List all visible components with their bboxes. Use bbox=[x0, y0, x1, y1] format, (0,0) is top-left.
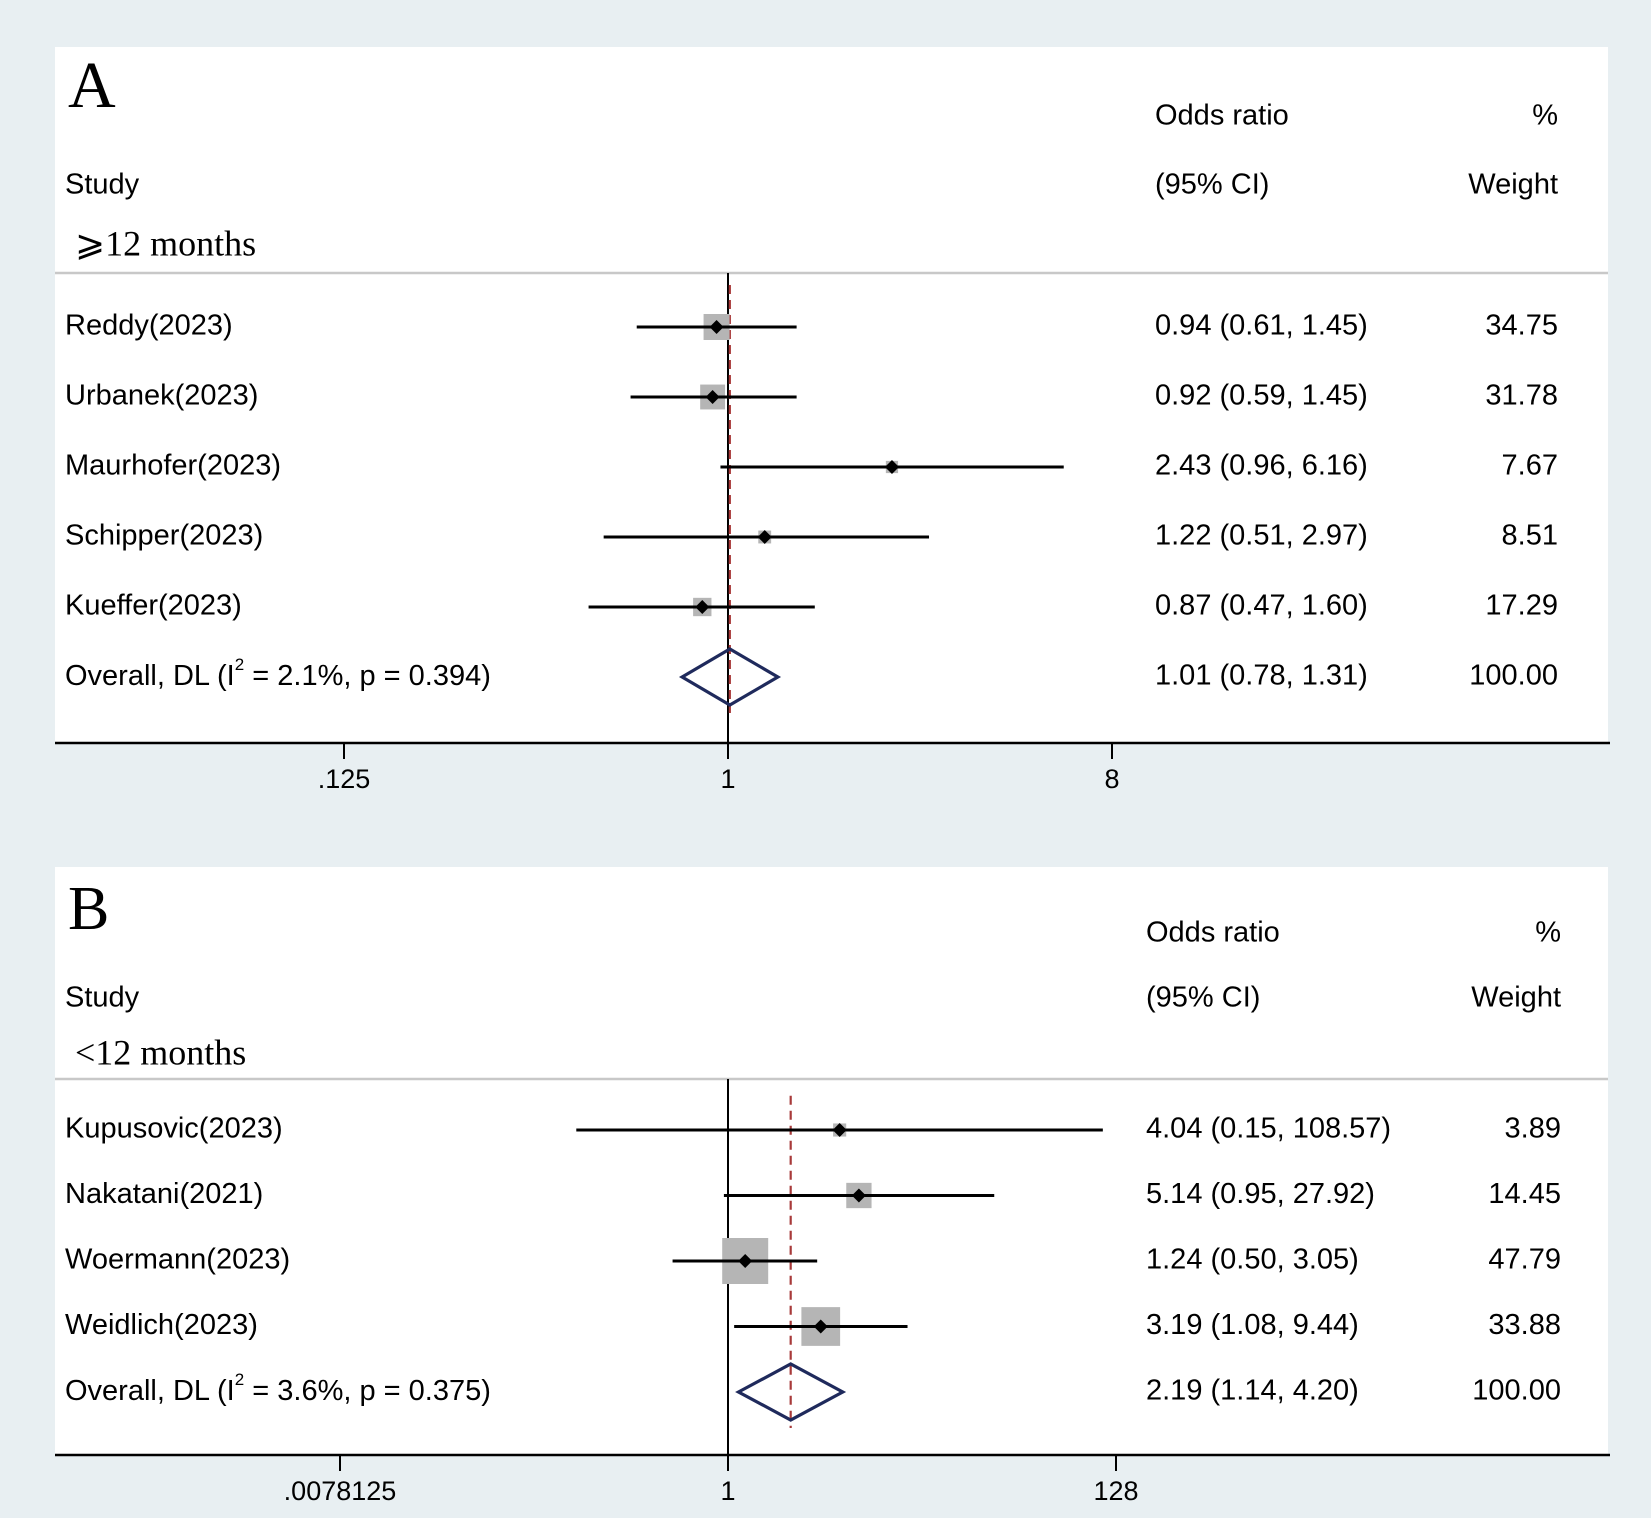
odds-ratio-ci: 1.24 (0.50, 3.05) bbox=[1146, 1244, 1359, 1276]
point-estimate bbox=[695, 600, 710, 614]
odds-ratio-ci: 3.19 (1.08, 9.44) bbox=[1146, 1309, 1359, 1341]
forest-panel-b: B Study Odds ratio (95% CI)% Weight <12 month… bbox=[55, 867, 1610, 1506]
panel-background bbox=[55, 867, 1608, 1455]
weight-value: 34.75 bbox=[1485, 310, 1558, 342]
weight-value: 33.88 bbox=[1488, 1309, 1561, 1341]
weight-value: 8.51 bbox=[1502, 520, 1558, 552]
study-row: Maurhofer(2023) 2.43 (0.96, 6.16) 7.67 bbox=[65, 450, 1558, 482]
odds-ratio-ci: 5.14 (0.95, 27.92) bbox=[1146, 1178, 1375, 1210]
header-weight: Weight bbox=[1468, 169, 1558, 201]
study-name: Weidlich(2023) bbox=[65, 1309, 258, 1341]
subgroup-label: <12 months bbox=[75, 1032, 246, 1072]
odds-ratio-ci: 0.92 (0.59, 1.45) bbox=[1155, 380, 1368, 412]
x-axis-tick-label: 128 bbox=[1093, 1476, 1138, 1506]
overall-row: Overall, DL (I2 = 2.1%, p = 0.394) 1.01 (… bbox=[65, 647, 1558, 707]
study-row: Schipper(2023) 1.22 (0.51, 2.97) 8.51 bbox=[65, 520, 1558, 552]
study-row: Weidlich(2023) 3.19 (1.08, 9.44) 33.88 bbox=[65, 1307, 1561, 1346]
study-name: Urbanek(2023) bbox=[65, 380, 258, 412]
overall-diamond bbox=[735, 1362, 847, 1422]
study-name: Woermann(2023) bbox=[65, 1244, 290, 1276]
x-axis-tick-label: .125 bbox=[318, 764, 371, 794]
study-name: Reddy(2023) bbox=[65, 310, 233, 342]
point-estimate bbox=[813, 1319, 828, 1334]
header-odds-ratio: Odds ratio bbox=[1146, 917, 1280, 949]
header-percent: % bbox=[1535, 917, 1561, 949]
panel-label: A bbox=[68, 49, 116, 122]
point-estimate bbox=[757, 530, 772, 544]
header-study: Study bbox=[65, 982, 140, 1014]
point-estimate bbox=[851, 1188, 866, 1203]
header-weight: Weight bbox=[1471, 982, 1561, 1014]
study-row: Nakatani(2021) 5.14 (0.95, 27.92) 14.45 bbox=[65, 1178, 1561, 1210]
panel-label: B bbox=[68, 875, 109, 943]
odds-ratio-ci: 0.87 (0.47, 1.60) bbox=[1155, 590, 1368, 622]
study-name: Schipper(2023) bbox=[65, 520, 263, 552]
study-name: Kupusovic(2023) bbox=[65, 1113, 283, 1145]
header-study: Study bbox=[65, 169, 140, 201]
x-axis-tick-label: 8 bbox=[1104, 764, 1119, 794]
x-axis-tick-label: 1 bbox=[720, 764, 735, 794]
study-row: Reddy(2023) 0.94 (0.61, 1.45) 34.75 bbox=[65, 310, 1558, 342]
study-row: Kupusovic(2023) 4.04 (0.15, 108.57) 3.89 bbox=[65, 1113, 1561, 1145]
study-row: Urbanek(2023) 0.92 (0.59, 1.45) 31.78 bbox=[65, 380, 1558, 412]
study-row: Kueffer(2023) 0.87 (0.47, 1.60) 17.29 bbox=[65, 590, 1558, 622]
overall-odds-ratio-ci: 2.19 (1.14, 4.20) bbox=[1146, 1375, 1359, 1407]
odds-ratio-ci: 2.43 (0.96, 6.16) bbox=[1155, 450, 1368, 482]
point-estimate bbox=[709, 320, 724, 334]
overall-weight: 100.00 bbox=[1469, 660, 1558, 692]
overall-row: Overall, DL (I2 = 3.6%, p = 0.375) 2.19 (… bbox=[65, 1362, 1561, 1422]
weight-value: 31.78 bbox=[1485, 380, 1558, 412]
header-percent: % bbox=[1532, 100, 1558, 132]
weight-value: 17.29 bbox=[1485, 590, 1558, 622]
header-ci: (95% CI) bbox=[1155, 169, 1269, 201]
study-row: Woermann(2023) 1.24 (0.50, 3.05) 47.79 bbox=[65, 1238, 1561, 1284]
panel-background bbox=[55, 47, 1608, 743]
subgroup-label: ⩾12 months bbox=[75, 223, 256, 263]
weight-value: 14.45 bbox=[1488, 1178, 1561, 1210]
weight-value: 7.67 bbox=[1502, 450, 1558, 482]
study-name: Maurhofer(2023) bbox=[65, 450, 281, 482]
overall-diamond bbox=[678, 647, 782, 707]
header-ci: (95% CI) bbox=[1146, 982, 1260, 1014]
point-estimate bbox=[705, 390, 720, 404]
point-estimate bbox=[832, 1123, 847, 1137]
point-estimate bbox=[884, 460, 899, 474]
weight-value: 47.79 bbox=[1488, 1244, 1561, 1276]
overall-label: Overall, DL (I2 = 3.6%, p = 0.375) bbox=[65, 1370, 491, 1406]
x-axis-tick-label: 1 bbox=[720, 1476, 735, 1506]
weight-value: 3.89 bbox=[1505, 1113, 1561, 1145]
overall-odds-ratio-ci: 1.01 (0.78, 1.31) bbox=[1155, 660, 1368, 692]
x-axis-tick-label: .0078125 bbox=[284, 1476, 397, 1506]
point-estimate bbox=[738, 1254, 753, 1268]
header-odds-ratio: Odds ratio bbox=[1155, 100, 1289, 132]
forest-panel-a: A Study Odds ratio (95% CI)% Weight ⩾12 month… bbox=[55, 47, 1610, 794]
odds-ratio-ci: 0.94 (0.61, 1.45) bbox=[1155, 310, 1368, 342]
study-name: Nakatani(2021) bbox=[65, 1178, 263, 1210]
overall-weight: 100.00 bbox=[1472, 1375, 1561, 1407]
odds-ratio-ci: 4.04 (0.15, 108.57) bbox=[1146, 1113, 1391, 1145]
study-name: Kueffer(2023) bbox=[65, 590, 242, 622]
overall-label: Overall, DL (I2 = 2.1%, p = 0.394) bbox=[65, 655, 491, 691]
odds-ratio-ci: 1.22 (0.51, 2.97) bbox=[1155, 520, 1368, 552]
